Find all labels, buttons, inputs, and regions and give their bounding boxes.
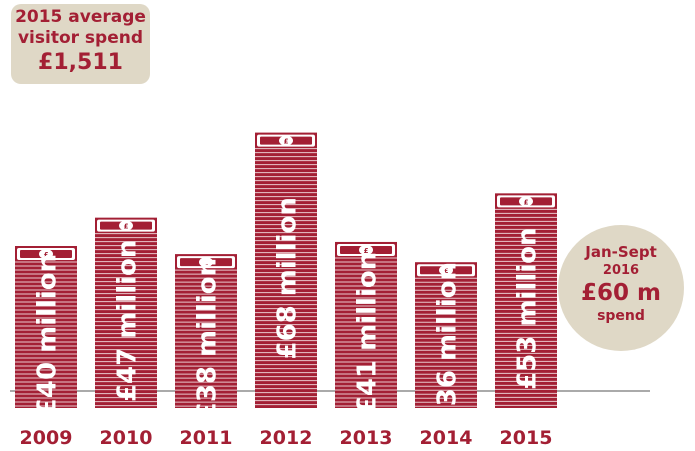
pound-coin-icon: [119, 220, 133, 231]
year-label: 2013: [340, 427, 393, 449]
bar-stripes: [95, 233, 157, 407]
bar-2011: ££38 million 2011: [175, 254, 237, 449]
pound-symbol-icon: £: [44, 251, 49, 259]
bar-stripes: [255, 148, 317, 406]
bar-2015: £ £53 million 2015: [495, 193, 557, 449]
jan-sept-line2: 2016: [602, 263, 640, 278]
pound-coin-icon: [279, 135, 293, 146]
bar-2009: ££40 million 2009: [15, 246, 77, 449]
bar-value-label: £38 million: [193, 258, 223, 420]
pound-symbol-icon: £: [524, 198, 529, 206]
avg-spend-value: £1,511: [38, 50, 123, 75]
year-label: 2012: [260, 427, 313, 449]
bar-value-label: £53 million: [513, 227, 543, 389]
bar-stripes: [415, 277, 477, 407]
bar-stripes: [175, 269, 237, 407]
bar-stripes: [335, 257, 397, 407]
avg-spend-line2: visitor spend: [17, 28, 144, 48]
pound-coin-icon: [439, 265, 453, 276]
bar-value-label: £68 million: [273, 197, 303, 359]
avg-spend-line1: 2015 average: [15, 7, 146, 27]
year-label: 2015: [500, 427, 553, 449]
year-label: 2011: [180, 427, 233, 449]
bar-2014: ££36 million 2014: [415, 262, 477, 449]
year-label: 2014: [420, 427, 473, 449]
pound-coin-icon: [199, 257, 213, 268]
jan-sept-line4: spend: [597, 308, 645, 324]
bar-body: [15, 246, 77, 408]
pound-coin-icon: [39, 249, 53, 259]
year-label: 2009: [20, 427, 73, 449]
bar-value-label: £41 million: [353, 252, 383, 414]
pound-symbol-icon: £: [364, 247, 369, 255]
pound-coin-icon: [359, 244, 373, 255]
avg-spend-callout: 2015 average visitor spend £1,511: [11, 4, 150, 84]
jan-sept-line1: Jan-Sept: [585, 243, 657, 261]
jan-sept-2016-callout: Jan-Sept 2016 £60 m spend: [558, 225, 684, 351]
year-label: 2010: [100, 427, 153, 449]
bar-value-label: £36 million: [433, 262, 463, 424]
pound-symbol-icon: £: [124, 223, 129, 231]
bar-stripes: [15, 261, 77, 407]
bar-value-label: £47 million: [113, 240, 143, 402]
pound-symbol-icon: £: [204, 259, 209, 267]
pound-symbol-icon: £: [444, 267, 449, 275]
jan-sept-value: £60 m: [581, 280, 661, 306]
bar-body: [255, 132, 317, 408]
bar-2013: ££41 million 2013: [335, 241, 397, 449]
bar-2010: £ £47 million 2010: [95, 217, 157, 449]
bar-value-label: £40 million: [33, 254, 63, 416]
pound-symbol-icon: £: [284, 138, 289, 146]
bar-2012: £ £68 million 2012: [255, 132, 317, 449]
bar-stripes: [495, 208, 557, 406]
pound-coin-icon: [519, 196, 533, 207]
